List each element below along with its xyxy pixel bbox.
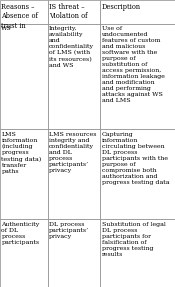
Text: Substitution of legal
DL process
participants for
falsification of
progress test: Substitution of legal DL process partici… xyxy=(102,222,165,257)
Bar xyxy=(0,0,48,24)
Text: LMS
information
(including
progress
testing data)
transfer
paths: LMS information (including progress test… xyxy=(1,132,42,174)
Bar xyxy=(100,129,175,219)
Text: LMS resources
integrity and
confidentiality
and DL
process
participants’
privacy: LMS resources integrity and confidential… xyxy=(49,132,96,173)
Text: WS: WS xyxy=(1,26,12,31)
Bar xyxy=(48,219,100,287)
Bar xyxy=(48,0,100,24)
Text: Authenticity
of DL
process
participants: Authenticity of DL process participants xyxy=(1,222,40,245)
Text: DL process
participants’
privacy: DL process participants’ privacy xyxy=(49,222,89,239)
Text: Description: Description xyxy=(102,3,141,11)
Bar xyxy=(48,24,100,129)
Text: Capturing
information
circulating between
DL process
participants with the
purpo: Capturing information circulating betwee… xyxy=(102,132,169,185)
Bar xyxy=(100,24,175,129)
Bar xyxy=(0,129,48,219)
Text: Integrity,
availability
and
confidentiality
of LMS (with
its resources)
and WS: Integrity, availability and confidential… xyxy=(49,26,94,68)
Text: Reasons –
Absence of
trust in: Reasons – Absence of trust in xyxy=(1,3,38,30)
Bar xyxy=(100,0,175,24)
Text: IS threat –
Violation of: IS threat – Violation of xyxy=(49,3,88,20)
Text: Use of
undocumented
features of custom
and malicious
software with the
purpose o: Use of undocumented features of custom a… xyxy=(102,26,164,103)
Bar xyxy=(0,219,48,287)
Bar xyxy=(48,129,100,219)
Bar xyxy=(0,24,48,129)
Bar xyxy=(100,219,175,287)
